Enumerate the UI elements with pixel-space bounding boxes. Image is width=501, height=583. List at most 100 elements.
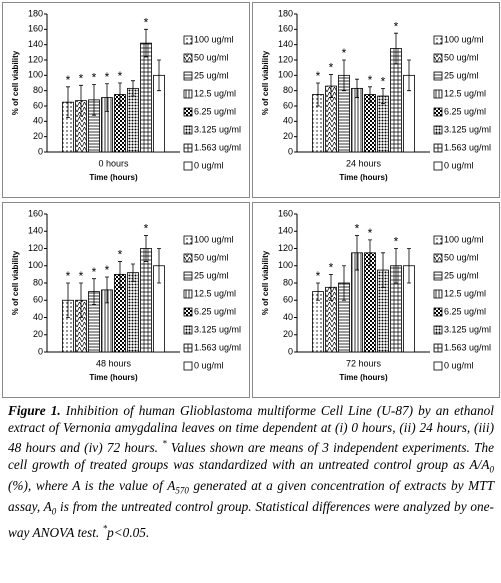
y-tick-label: 80	[33, 277, 43, 287]
legend-swatch	[433, 89, 443, 99]
error-bar	[105, 276, 109, 304]
y-tick-label: 140	[278, 39, 293, 49]
y-tick-label: 100	[278, 70, 293, 80]
y-tick-label: 160	[28, 208, 43, 218]
y-tick-label: 0	[288, 146, 293, 156]
error-bar	[144, 28, 148, 58]
legend-swatch	[183, 35, 193, 45]
significance-mark: *	[105, 263, 110, 277]
y-tick-label: 140	[28, 39, 43, 49]
legend-swatch	[183, 343, 193, 353]
significance-mark: *	[355, 222, 360, 236]
y-tick-label: 20	[33, 329, 43, 339]
legend-label: 1.563 ug/ml	[444, 142, 491, 152]
panel-border	[252, 202, 500, 398]
legend-swatch	[183, 253, 193, 263]
error-bar	[355, 78, 359, 98]
y-tick-label: 100	[28, 260, 43, 270]
error-bar	[157, 248, 161, 284]
legend-swatch	[183, 271, 193, 281]
legend-label: 3.125 ug/ml	[444, 324, 491, 334]
y-axis-title: % of cell viability	[11, 50, 20, 115]
y-tick-label: 80	[33, 85, 43, 95]
y-tick-label: 100	[28, 70, 43, 80]
figure: 0 20 40 60 80 100 120 140 160 180 % of cell viabil…	[2, 2, 500, 398]
legend-swatch	[183, 143, 193, 153]
legend-label: 3.125 ug/ml	[194, 324, 241, 334]
caption: Figure 1. Inhibition of human Glioblasto…	[8, 403, 494, 541]
y-tick-label: 120	[28, 54, 43, 64]
error-bar	[329, 273, 333, 301]
significance-mark: *	[342, 46, 347, 60]
panel-border	[2, 2, 250, 198]
y-tick-label: 20	[283, 131, 293, 141]
y-tick-label: 120	[278, 54, 293, 64]
error-bar	[79, 282, 83, 318]
y-tick-label: 120	[278, 243, 293, 253]
error-bar	[368, 239, 372, 267]
y-tick-label: 120	[28, 243, 43, 253]
caption-text: Values shown are means of 3 independent …	[8, 440, 494, 472]
error-bar	[118, 82, 122, 107]
significance-mark: *	[144, 222, 149, 236]
significance-mark: *	[66, 269, 71, 283]
caption-text: *	[162, 439, 167, 449]
bar	[364, 94, 376, 153]
error-bar	[329, 74, 333, 98]
legend-label: 6.25 ug/ml	[194, 106, 236, 116]
significance-mark: *	[394, 19, 399, 33]
legend-swatch	[433, 143, 443, 153]
legend-label: 0 ug/ml	[194, 160, 224, 170]
significance-mark: *	[92, 71, 97, 85]
x-tick-label: 48 hours	[96, 358, 132, 368]
error-bar	[407, 59, 411, 92]
legend-label: 1.563 ug/ml	[194, 142, 241, 152]
legend-swatch	[433, 307, 443, 317]
legend-label: 100 ug/ml	[194, 234, 234, 244]
x-tick-label: 0 hours	[98, 158, 129, 168]
legend-label: 12.5 ug/ml	[444, 288, 486, 298]
x-tick-label: 24 hours	[346, 158, 382, 168]
legend-label: 50 ug/ml	[444, 52, 479, 62]
legend-label: 100 ug/ml	[444, 234, 484, 244]
error-bar	[79, 84, 83, 117]
error-bar	[368, 86, 372, 103]
legend-swatch	[183, 125, 193, 135]
legend-swatch	[433, 253, 443, 263]
legend-swatch	[183, 361, 193, 371]
legend-label: 3.125 ug/ml	[194, 124, 241, 134]
y-tick-label: 80	[283, 85, 293, 95]
y-tick-label: 40	[33, 116, 43, 126]
significance-mark: *	[105, 70, 110, 84]
chart-panel: 0 20 40 60 80 100 120 140 160 % of cell viability…	[252, 202, 500, 398]
legend-swatch	[433, 53, 443, 63]
legend-label: 100 ug/ml	[194, 34, 234, 44]
legend-swatch	[183, 53, 193, 63]
y-tick-label: 140	[28, 226, 43, 236]
legend-swatch	[433, 235, 443, 245]
error-bar	[342, 59, 346, 92]
y-tick-label: 160	[278, 24, 293, 34]
legend-label: 25 ug/ml	[444, 270, 479, 280]
x-axis-title: Time (hours)	[339, 173, 388, 182]
significance-mark: *	[92, 265, 97, 279]
y-tick-label: 140	[278, 226, 293, 236]
caption-text: p<0.05.	[107, 524, 150, 540]
x-axis-title: Time (hours)	[339, 373, 388, 382]
legend-label: 6.25 ug/ml	[444, 306, 486, 316]
bar	[377, 95, 389, 153]
panel-border	[2, 202, 250, 398]
significance-mark: *	[118, 69, 123, 83]
y-tick-label: 60	[283, 295, 293, 305]
error-bar	[157, 59, 161, 92]
legend-swatch	[183, 325, 193, 335]
bar	[312, 291, 324, 353]
legend-swatch	[433, 161, 443, 171]
significance-mark: *	[66, 73, 71, 87]
significance-mark: *	[368, 226, 373, 240]
error-bar	[105, 83, 109, 112]
bar	[140, 248, 152, 353]
error-bar	[316, 82, 320, 107]
legend-swatch	[433, 71, 443, 81]
